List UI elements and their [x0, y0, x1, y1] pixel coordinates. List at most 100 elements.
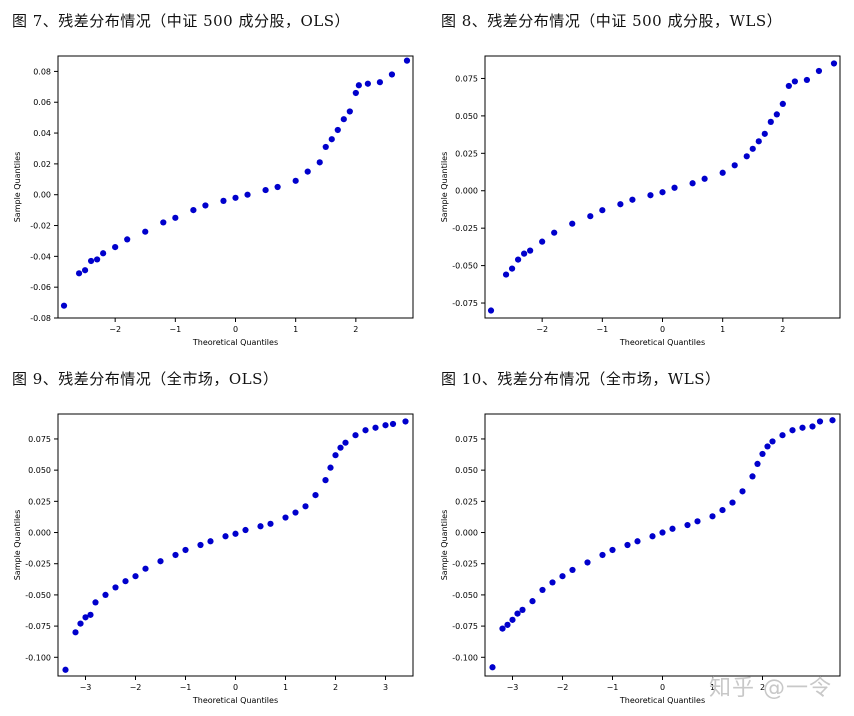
data-point [202, 202, 209, 209]
plot-frame [484, 55, 841, 319]
qq-plot-figure-8: −2 −1 0 1 2 -0.075 -0.050 -0.025 0.000 0.025 0.050… [440, 55, 841, 347]
data-point [719, 506, 726, 514]
data-point [519, 606, 526, 613]
data-point [160, 219, 167, 226]
y-tick-label: 0.050 [28, 466, 51, 475]
x-tick-label: 0 [660, 325, 665, 334]
data-point [132, 573, 139, 580]
data-point [755, 138, 762, 145]
data-point [684, 521, 691, 529]
data-point [292, 177, 299, 184]
x-tick-label: −3 [80, 683, 92, 692]
y-tick-label: 0.025 [455, 497, 478, 506]
data-point [731, 162, 738, 169]
data-point [803, 76, 811, 84]
data-point [539, 238, 546, 245]
data-point [816, 418, 824, 425]
y-tick-label: -0.075 [25, 622, 51, 631]
data-point [142, 228, 149, 235]
data-point [779, 100, 786, 108]
data-point [362, 427, 369, 434]
x-tick-label: −2 [557, 683, 569, 692]
y-axis-label: Sample Quantiles [440, 510, 449, 581]
data-point [569, 566, 576, 574]
data-point [122, 578, 129, 585]
data-point [403, 57, 411, 64]
y-tick-label: -0.06 [30, 283, 51, 292]
data-point [87, 257, 95, 265]
data-point [322, 477, 329, 484]
data-point [624, 541, 631, 549]
data-point [559, 573, 566, 580]
data-points [489, 417, 836, 671]
y-tick-label: 0.08 [33, 67, 51, 76]
data-point [267, 520, 274, 527]
data-point [242, 526, 249, 534]
data-point [334, 126, 341, 134]
data-point [502, 271, 510, 278]
x-axis-label: Theoretical Quantiles [192, 338, 278, 347]
data-point [791, 78, 798, 85]
x-tick-label: 0 [233, 325, 238, 334]
data-points [62, 418, 409, 673]
data-point [754, 460, 761, 468]
data-point [719, 169, 726, 176]
data-point [197, 541, 204, 549]
data-point [222, 533, 229, 540]
data-point [112, 584, 119, 591]
data-point [599, 551, 606, 559]
data-point [779, 432, 786, 439]
data-point [634, 538, 641, 545]
data-point [190, 207, 197, 214]
data-point [257, 523, 264, 530]
x-tick-label: 2 [760, 683, 765, 692]
y-tick-label: -0.050 [452, 262, 478, 271]
data-point [100, 250, 107, 257]
data-point [489, 664, 496, 671]
x-tick-label: −1 [607, 683, 619, 692]
data-point [124, 236, 131, 243]
y-tick-label: 0.02 [33, 160, 51, 169]
x-tick-label: 2 [780, 325, 785, 334]
qq-plot-figure-10: −3 −2 −1 0 1 2 -0.100 -0.075 -0.050 -0.025 0.000 0.… [440, 413, 841, 705]
data-point [659, 529, 666, 536]
data-point [809, 423, 816, 430]
y-axis-label: Sample Quantiles [440, 152, 449, 223]
data-point [81, 267, 89, 274]
y-tick-label: -0.025 [452, 560, 478, 569]
data-point [749, 145, 756, 152]
data-point [304, 168, 311, 175]
data-point [584, 559, 591, 566]
data-point [92, 599, 99, 606]
data-point [599, 207, 606, 214]
data-point [77, 620, 84, 627]
x-tick-label: 1 [720, 325, 725, 334]
data-point [487, 307, 495, 314]
data-point [609, 546, 616, 554]
data-point [767, 118, 774, 125]
data-point [789, 427, 796, 434]
y-tick-label: 0.025 [455, 149, 478, 158]
y-tick-label: 0.025 [28, 497, 51, 506]
plot-frame [57, 55, 414, 319]
data-point [207, 538, 214, 545]
y-tick-label: 0.075 [455, 435, 478, 444]
x-tick-label: 1 [710, 683, 715, 692]
x-tick-label: 0 [660, 683, 665, 692]
data-point [514, 256, 522, 263]
data-point [142, 565, 149, 572]
data-point [549, 579, 556, 586]
figure-10-title: 图 10、残差分布情况（全市场，WLS） [441, 370, 721, 388]
data-point [274, 183, 281, 191]
y-tick-label: -0.050 [25, 591, 51, 600]
data-point [352, 89, 359, 97]
data-point [799, 424, 806, 431]
data-point [316, 159, 323, 166]
data-point [388, 71, 396, 78]
data-point [340, 116, 347, 123]
y-tick-label: 0.075 [28, 435, 51, 444]
y-tick-label: 0.000 [455, 187, 478, 196]
data-point [514, 610, 521, 617]
data-point [312, 491, 319, 499]
data-point [322, 143, 329, 151]
